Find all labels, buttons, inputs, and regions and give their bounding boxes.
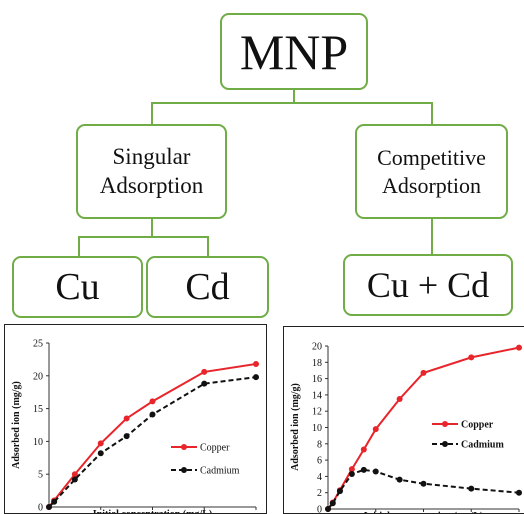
connector-competitive-up — [431, 102, 433, 124]
competitive-label-line1: Competitive — [377, 144, 486, 172]
data-point-cadmium — [421, 481, 427, 487]
data-point-cadmium — [150, 412, 156, 418]
data-point-cadmium — [253, 374, 259, 380]
data-point-cadmium — [468, 486, 474, 492]
connector-singular-down — [151, 218, 153, 237]
connector-cu-cd-horizontal — [78, 236, 209, 238]
connector-cd-up — [207, 236, 209, 257]
y-tick-label: 25 — [33, 339, 43, 350]
y-tick-label: 10 — [33, 437, 43, 448]
connector-root-down — [293, 89, 295, 103]
data-point-cadmium — [397, 477, 403, 483]
cu-box: Cu — [12, 256, 143, 318]
y-tick-label: 20 — [33, 371, 43, 382]
y-tick-label: 14 — [312, 390, 322, 401]
data-point-copper — [150, 398, 156, 404]
connector-cu-up — [78, 236, 80, 257]
y-tick-label: 18 — [312, 358, 322, 369]
data-point-copper — [253, 361, 259, 367]
data-point-cadmium — [349, 471, 355, 477]
data-point-cadmium — [330, 500, 336, 506]
singular-label-line2: Adsorption — [100, 172, 204, 201]
singular-adsorption-chart: 05101520250100200300400Adsorbed ion (mg/… — [5, 325, 267, 514]
series-line-copper — [49, 364, 256, 507]
connector-root-horizontal — [151, 102, 433, 104]
cu-label: Cu — [55, 268, 99, 306]
data-point-copper — [361, 447, 367, 453]
competitive-adsorption-chart-panel: 024681012141618200100200300400Adsorbed i… — [283, 326, 524, 514]
y-tick-label: 5 — [38, 470, 43, 481]
y-tick-label: 4 — [317, 472, 322, 483]
singular-adsorption-chart-panel: 05101520250100200300400Adsorbed ion (mg/… — [4, 324, 267, 514]
data-point-cadmium — [201, 381, 207, 387]
data-point-copper — [373, 426, 379, 432]
data-point-copper — [397, 396, 403, 402]
competitive-label-line2: Adsorption — [382, 172, 481, 200]
y-tick-label: 0 — [317, 505, 322, 514]
competitive-adsorption-chart: 024681012141618200100200300400Adsorbed i… — [284, 327, 524, 514]
y-tick-label: 0 — [38, 503, 43, 514]
y-axis-label: Adsorbed ion (mg/g) — [11, 381, 22, 469]
y-axis-label: Adsorbed ion (mg/g) — [290, 383, 301, 471]
data-point-copper — [201, 369, 207, 375]
series-line-cadmium — [328, 470, 519, 509]
mnp-root-label: MNP — [240, 27, 348, 77]
data-point-copper — [468, 354, 474, 360]
y-tick-label: 16 — [312, 374, 322, 385]
data-point-cadmium — [72, 476, 78, 482]
legend-marker-copper — [442, 421, 448, 427]
data-point-cadmium — [98, 450, 104, 456]
mnp-root-box: MNP — [220, 13, 368, 90]
connector-singular-up — [151, 102, 153, 124]
legend-label-cadmium: Cadmium — [461, 440, 504, 451]
data-point-cadmium — [124, 433, 130, 439]
y-tick-label: 6 — [317, 456, 322, 467]
legend-label-cadmium: Cadmium — [200, 466, 240, 477]
data-point-copper — [421, 370, 427, 376]
y-tick-label: 8 — [317, 439, 322, 450]
competitive-adsorption-box: Competitive Adsorption — [355, 124, 508, 219]
cd-label: Cd — [185, 268, 229, 306]
data-point-cadmium — [337, 488, 343, 494]
legend-marker-cadmium — [442, 441, 448, 447]
data-point-cadmium — [325, 506, 331, 512]
legend-label-copper: Copper — [200, 443, 230, 454]
y-tick-label: 15 — [33, 404, 43, 415]
y-tick-label: 20 — [312, 342, 322, 353]
legend-marker-copper — [181, 444, 187, 450]
cu-cd-box: Cu + Cd — [343, 254, 513, 316]
singular-adsorption-box: Singular Adsorption — [76, 124, 227, 219]
cu-cd-label: Cu + Cd — [367, 267, 489, 303]
data-point-cadmium — [516, 490, 522, 496]
y-tick-label: 10 — [312, 423, 322, 434]
y-tick-label: 12 — [312, 407, 322, 418]
data-point-cadmium — [361, 467, 367, 473]
legend-marker-cadmium — [181, 467, 187, 473]
singular-label-line1: Singular — [113, 143, 191, 172]
data-point-copper — [124, 415, 130, 421]
data-point-cadmium — [51, 499, 57, 505]
connector-competitive-down — [431, 218, 433, 255]
cd-box: Cd — [146, 256, 269, 318]
data-point-copper — [516, 345, 522, 351]
data-point-cadmium — [373, 469, 379, 475]
y-tick-label: 2 — [317, 488, 322, 499]
data-point-copper — [98, 440, 104, 446]
data-point-cadmium — [46, 504, 52, 510]
legend-label-copper: Copper — [461, 420, 494, 431]
